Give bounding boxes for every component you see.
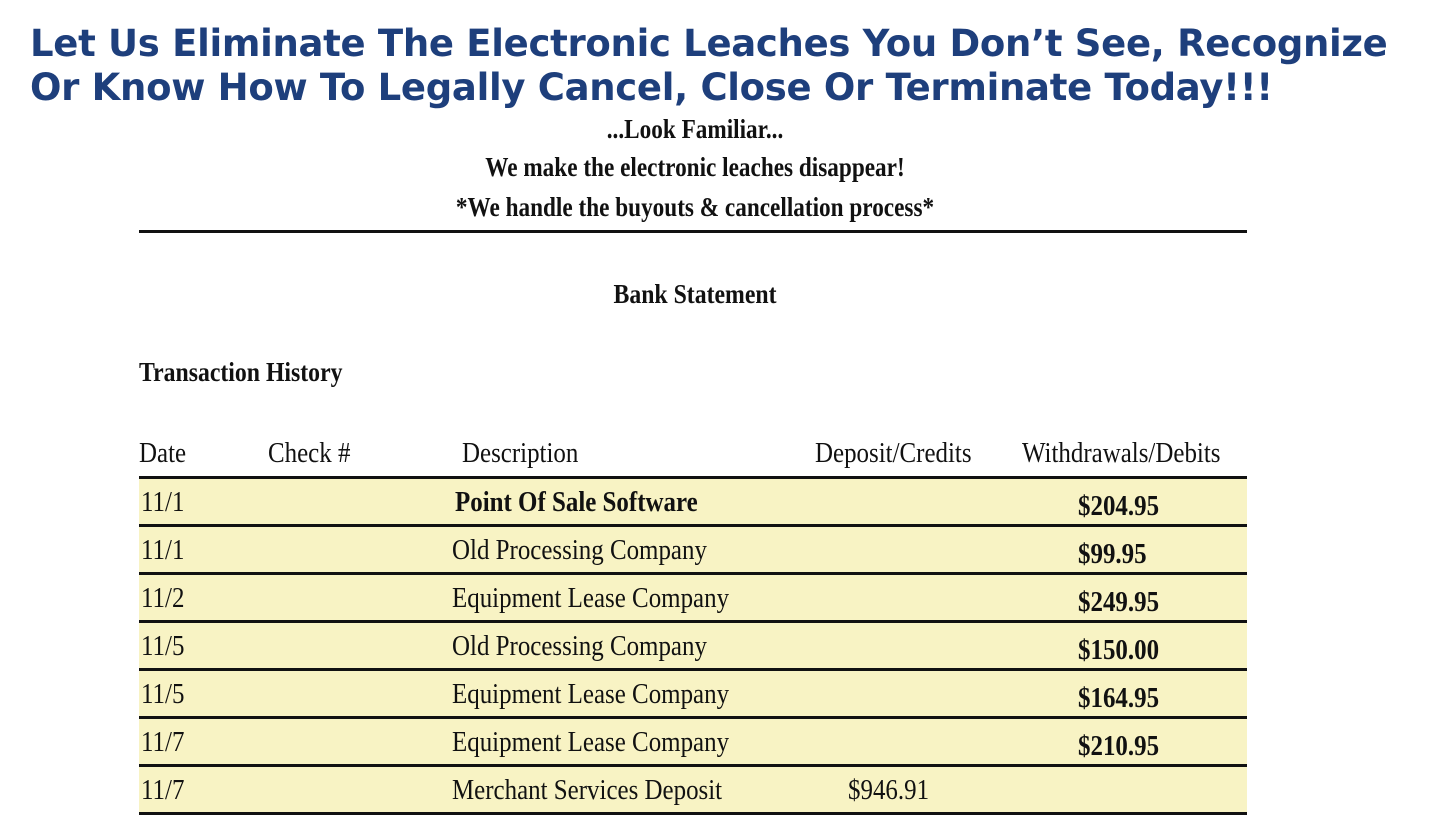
table-row: 11/7 Merchant Services Deposit $946.91 — [139, 767, 1247, 815]
table-row: 11/7 Equipment Lease Company $210.95 — [139, 719, 1247, 767]
table-row: 11/1 Point Of Sale Software $204.95 — [139, 479, 1247, 527]
cell-withdrawal: $99.95 — [1078, 538, 1147, 570]
header-check: Check # — [268, 437, 351, 469]
tagline-leaches: We make the electronic leaches disappear… — [485, 152, 905, 182]
header-deposits: Deposit/Credits — [815, 437, 972, 469]
cell-description: Old Processing Company — [452, 630, 707, 662]
table-row: 11/2 Equipment Lease Company $249.95 — [139, 575, 1247, 623]
page-headline: Let Us Eliminate The Electronic Leaches … — [30, 22, 1388, 109]
header-date: Date — [139, 437, 187, 469]
cell-description: Equipment Lease Company — [452, 582, 730, 614]
cell-date: 11/7 — [141, 726, 185, 758]
cell-date: 11/5 — [141, 678, 185, 710]
statement-title: Bank Statement — [613, 279, 777, 309]
tagline-buyouts: *We handle the buyouts & cancellation pr… — [455, 192, 935, 222]
cell-description: Merchant Services Deposit — [452, 774, 723, 806]
cell-withdrawal: $164.95 — [1078, 682, 1160, 714]
cell-date: 11/7 — [141, 774, 185, 806]
cell-withdrawal: $204.95 — [1078, 490, 1160, 522]
cell-date: 11/1 — [141, 534, 185, 566]
divider-rule — [139, 230, 1247, 233]
cell-description: Point Of Sale Software — [455, 486, 698, 518]
cell-withdrawal: $249.95 — [1078, 586, 1160, 618]
transaction-table: Date Check # Description Deposit/Credits… — [139, 430, 1247, 815]
table-row: 11/5 Old Processing Company $150.00 — [139, 623, 1247, 671]
cell-date: 11/1 — [141, 486, 185, 518]
table-row: 11/5 Equipment Lease Company $164.95 — [139, 671, 1247, 719]
cell-withdrawal: $150.00 — [1078, 634, 1160, 666]
cell-deposit: $946.91 — [848, 774, 930, 806]
transaction-history-title: Transaction History — [139, 357, 343, 387]
cell-date: 11/5 — [141, 630, 185, 662]
table-row: 11/1 Old Processing Company $99.95 — [139, 527, 1247, 575]
table-header-row: Date Check # Description Deposit/Credits… — [139, 430, 1247, 479]
header-description: Description — [462, 437, 579, 469]
cell-date: 11/2 — [141, 582, 185, 614]
header-withdrawals: Withdrawals/Debits — [1022, 437, 1221, 469]
cell-description: Equipment Lease Company — [452, 726, 730, 758]
tagline-look-familiar: ...Look Familiar... — [606, 114, 784, 144]
cell-description: Equipment Lease Company — [452, 678, 730, 710]
cell-withdrawal: $210.95 — [1078, 730, 1160, 762]
cell-description: Old Processing Company — [452, 534, 707, 566]
